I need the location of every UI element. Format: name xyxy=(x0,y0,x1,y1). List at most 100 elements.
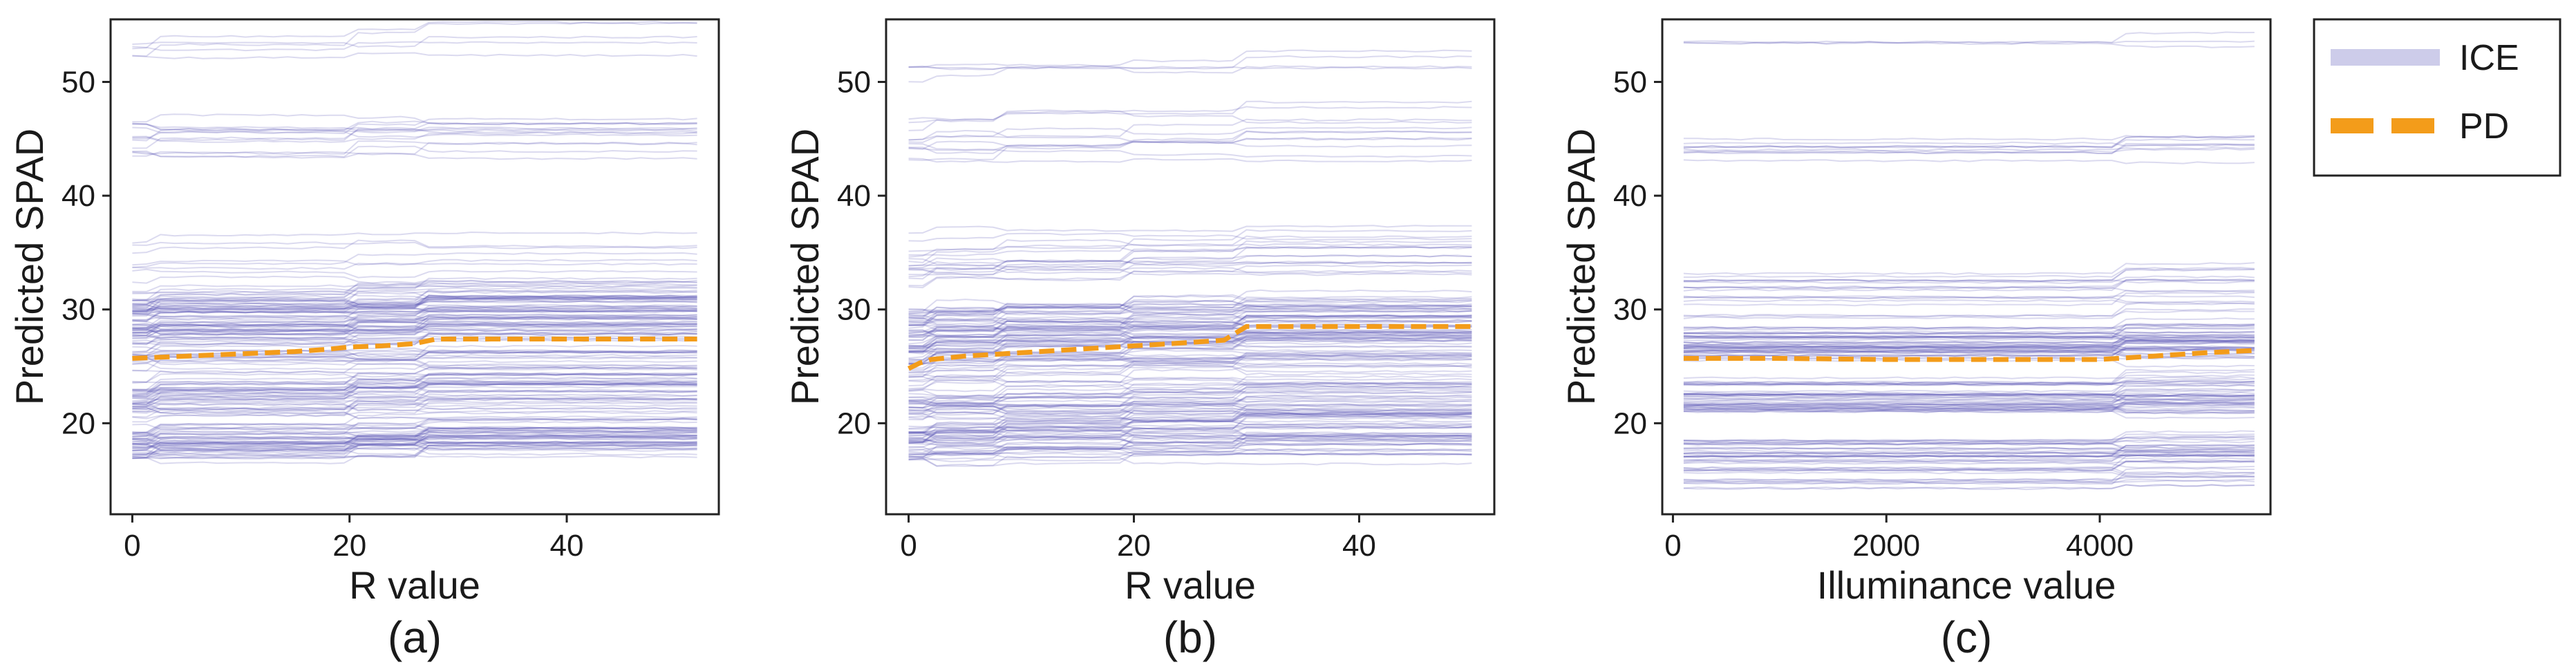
ice-line xyxy=(908,426,1472,434)
ice-line xyxy=(1683,289,2255,299)
ice-line xyxy=(132,297,697,311)
ice-line xyxy=(1683,348,2255,353)
ice-line xyxy=(1683,340,2255,344)
ice-line xyxy=(132,324,697,346)
x-tick-label: 0 xyxy=(900,529,916,563)
ice-line xyxy=(908,325,1472,341)
ice-line xyxy=(908,321,1472,347)
ice-line xyxy=(132,284,697,292)
ice-line xyxy=(132,366,697,395)
ice-line xyxy=(132,370,697,383)
ice-line xyxy=(908,413,1472,444)
ice-line xyxy=(132,350,697,363)
ice-line xyxy=(1683,348,2255,357)
ice-line xyxy=(132,388,697,411)
ice-line xyxy=(132,328,697,335)
pd-line xyxy=(908,323,1472,371)
ice-line xyxy=(908,303,1472,326)
ice-line xyxy=(1683,376,2255,379)
ice-line xyxy=(1683,440,2255,444)
ice-line xyxy=(1683,402,2255,412)
ice-line xyxy=(132,417,697,431)
ice-line xyxy=(908,440,1472,455)
ice-line xyxy=(908,332,1472,365)
ice-line xyxy=(908,106,1472,131)
ice-line xyxy=(908,240,1472,270)
ice-line xyxy=(1683,346,2255,350)
ice-line xyxy=(1683,402,2255,406)
ice-line xyxy=(908,259,1472,280)
ice-line xyxy=(132,346,697,353)
ice-line xyxy=(908,377,1472,386)
ice-line xyxy=(132,377,697,393)
ice-line xyxy=(132,366,697,397)
ice-line xyxy=(908,299,1472,313)
ice-line xyxy=(1683,438,2255,446)
ice-line xyxy=(1683,455,2255,460)
ice-line xyxy=(1683,471,2255,485)
ice-line xyxy=(1683,433,2255,447)
ice-line xyxy=(132,239,697,254)
ice-line xyxy=(1683,446,2255,450)
ice-line xyxy=(908,431,1472,444)
ice-line xyxy=(132,400,697,423)
ice-line xyxy=(132,297,697,306)
ice-line xyxy=(132,420,697,435)
ice-line xyxy=(132,295,697,311)
ice-line xyxy=(1683,388,2255,396)
ice-line xyxy=(132,383,697,402)
ice-line xyxy=(908,314,1472,328)
ice-line xyxy=(132,400,697,411)
y-tick-label: 40 xyxy=(62,179,95,213)
ice-line xyxy=(908,126,1472,143)
ice-line xyxy=(132,35,697,48)
ice-line xyxy=(1683,359,2255,368)
ice-line xyxy=(132,128,697,142)
ice-line xyxy=(908,426,1472,455)
ice-line xyxy=(908,357,1472,373)
ice-line xyxy=(908,333,1472,345)
ice-line xyxy=(132,292,697,304)
ice-line xyxy=(132,299,697,311)
ice-line xyxy=(132,440,697,452)
ice-line xyxy=(1683,403,2255,412)
ice-line xyxy=(908,353,1472,382)
ice-line xyxy=(1683,368,2255,384)
ice-line xyxy=(132,324,697,339)
ice-line xyxy=(132,435,697,449)
ice-line xyxy=(1683,395,2255,405)
ice-line xyxy=(1683,374,2255,387)
ice-line xyxy=(132,307,697,321)
ice-line xyxy=(1683,323,2255,330)
ice-line xyxy=(908,425,1472,439)
ice-line xyxy=(132,393,697,407)
ice-line xyxy=(908,264,1472,273)
ice-line xyxy=(132,322,697,353)
ice-line xyxy=(1683,159,2255,165)
axes-frame xyxy=(885,18,1496,516)
ice-line xyxy=(1683,336,2255,344)
ice-line xyxy=(132,447,697,460)
ice-line xyxy=(908,408,1472,420)
ice-line xyxy=(908,364,1472,393)
ice-line xyxy=(908,270,1472,287)
ice-line xyxy=(1683,394,2255,406)
ice-line xyxy=(132,323,697,334)
ice-line xyxy=(908,410,1472,433)
ice-line xyxy=(132,326,697,332)
ice-line xyxy=(1683,334,2255,346)
ice-line xyxy=(132,276,697,307)
ice-line xyxy=(132,441,697,460)
ice-lines xyxy=(132,21,697,464)
ice-line xyxy=(908,399,1472,408)
ice-line xyxy=(908,419,1472,438)
ice-line xyxy=(1683,339,2255,350)
ice-line xyxy=(132,386,697,408)
ice-line xyxy=(132,259,697,266)
ice-line xyxy=(1683,393,2255,397)
ice-line xyxy=(132,300,697,322)
ice-line xyxy=(908,408,1472,434)
ice-line xyxy=(908,412,1472,435)
ice-line xyxy=(132,429,697,455)
x-axis-label: R value xyxy=(349,563,480,607)
